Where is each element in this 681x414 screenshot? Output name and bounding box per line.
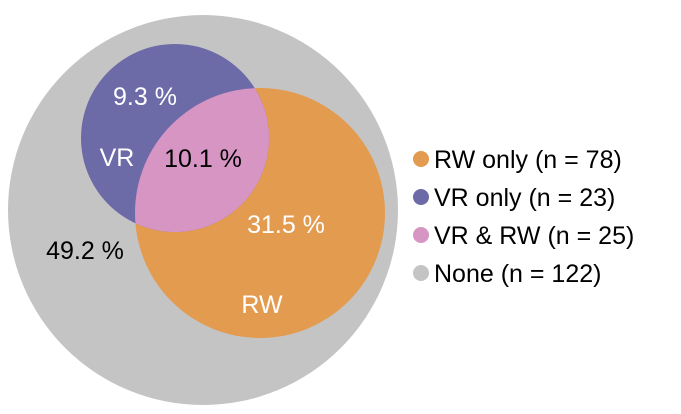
legend-item-vr-only: VR only (n = 23) <box>413 184 615 212</box>
legend-swatch-vr-rw <box>413 227 429 243</box>
vr-only-percent-label: 9.3 % <box>113 83 177 111</box>
legend-item-vr-rw: VR & RW (n = 25) <box>413 222 634 250</box>
none-percent-label: 49.2 % <box>46 237 124 265</box>
vr-rw-percent-label: 10.1 % <box>164 145 242 173</box>
vr-set-label: VR <box>100 144 135 172</box>
rw-set-label: RW <box>241 291 283 319</box>
legend-swatch-none <box>413 265 429 281</box>
rw-only-percent-label: 31.5 % <box>247 211 325 239</box>
legend-label-rw-only: RW only (n = 78) <box>434 146 622 174</box>
legend-label-vr-rw: VR & RW (n = 25) <box>434 222 634 250</box>
legend-item-rw-only: RW only (n = 78) <box>413 146 622 174</box>
legend: RW only (n = 78) VR only (n = 23) VR & R… <box>413 146 634 288</box>
legend-label-none: None (n = 122) <box>434 260 601 288</box>
legend-swatch-vr-only <box>413 189 429 205</box>
legend-item-none: None (n = 122) <box>413 260 601 288</box>
legend-label-vr-only: VR only (n = 23) <box>434 184 615 212</box>
legend-swatch-rw-only <box>413 151 429 167</box>
